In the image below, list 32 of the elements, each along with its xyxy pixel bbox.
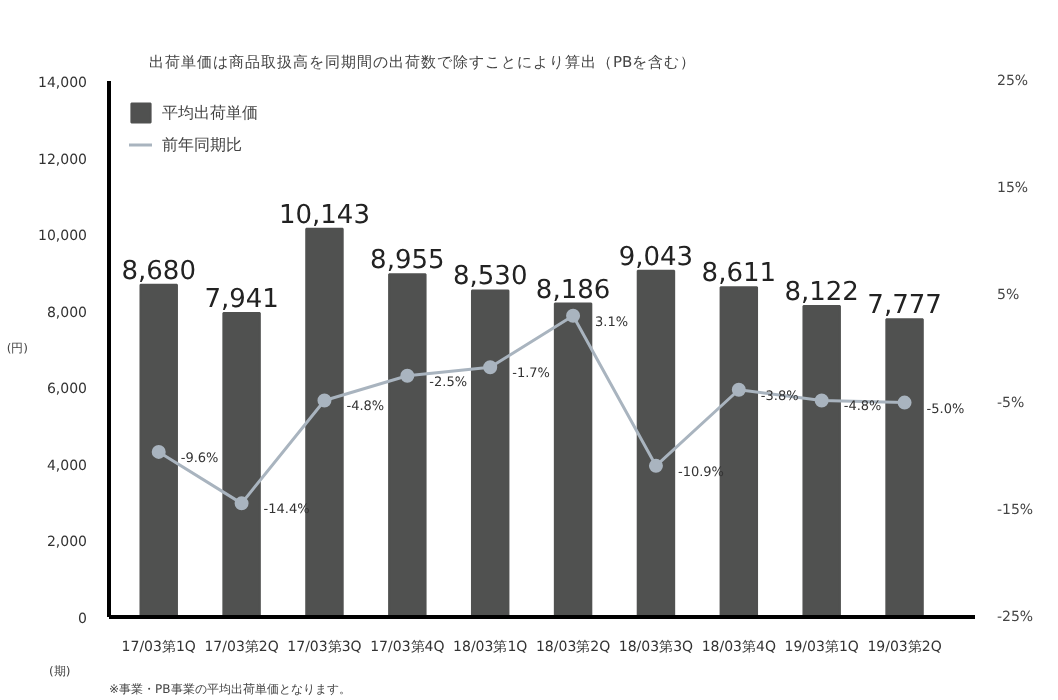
point [151,444,166,459]
bar [470,289,510,617]
bar [305,227,344,617]
bar [388,273,427,617]
data-label: 7,777 [867,291,942,322]
point [234,496,249,511]
data-label: 10,143 [278,200,370,231]
point [400,368,415,383]
point [814,393,829,408]
bar [139,283,178,617]
bar [802,305,841,617]
data-label: 8,611 [701,259,777,290]
point [897,395,912,410]
legend-label: 前年同期比 [162,133,242,155]
bar [636,269,676,617]
data-label: 9,043 [618,242,694,273]
bar [553,302,593,617]
bar [222,311,261,617]
bar [719,286,759,617]
point [317,393,332,408]
point [483,360,498,375]
point [648,458,663,473]
data-label: 8,122 [784,278,859,309]
data-label: 8,530 [452,262,528,293]
point [731,382,746,397]
bar [885,318,924,617]
legend-label: 平均出荷単価 [162,101,258,123]
data-label: 8,955 [370,246,445,277]
data-label: 8,680 [121,256,196,287]
data-label: 8,186 [535,275,611,306]
data-label: 7,941 [204,284,279,315]
point [566,308,581,323]
